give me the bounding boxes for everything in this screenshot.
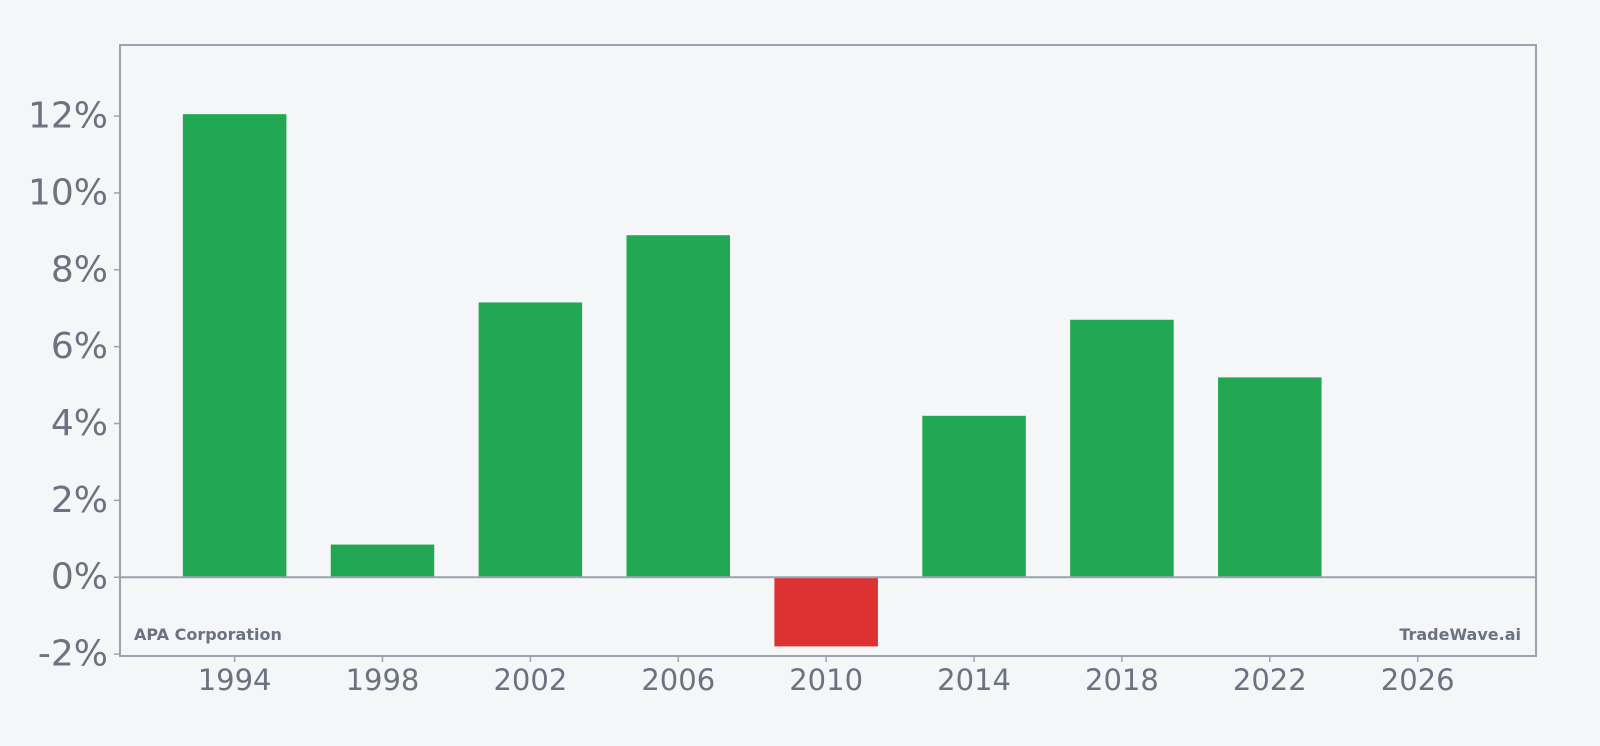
bar-2002 xyxy=(478,302,583,578)
bar-2006 xyxy=(626,235,731,578)
bar-1998 xyxy=(330,544,435,578)
x-tick-label: 2010 xyxy=(789,663,863,697)
bar-1994 xyxy=(182,114,287,578)
x-tick-label: 2018 xyxy=(1085,663,1159,697)
y-tick-label: 8% xyxy=(51,249,108,290)
y-tick-label: 2% xyxy=(51,480,108,521)
x-tick-label: 2006 xyxy=(641,663,715,697)
source-watermark: TradeWave.ai xyxy=(1399,625,1521,644)
x-tick-label: 1998 xyxy=(346,663,420,697)
y-tick-label: 0% xyxy=(51,557,108,598)
x-tick-label: 2022 xyxy=(1233,663,1307,697)
x-tick-label: 2002 xyxy=(493,663,567,697)
y-tick-label: 6% xyxy=(51,326,108,367)
y-tick-label: -2% xyxy=(38,634,108,675)
y-tick-label: 10% xyxy=(28,172,108,213)
plot-frame xyxy=(119,44,1537,657)
bar-2018 xyxy=(1070,319,1174,578)
x-axis: 1994 1998 2002 2006 2010 2014 2018 2022 2026 xyxy=(198,656,1455,697)
y-tick-label: 12% xyxy=(28,96,108,137)
bar-2022 xyxy=(1218,377,1322,578)
company-label: APA Corporation xyxy=(134,625,282,644)
bars-group xyxy=(182,114,1322,647)
y-axis: -2% 0% 2% 4% 6% 8% 10% 12% xyxy=(28,96,120,675)
y-tick-label: 4% xyxy=(51,403,108,444)
bar-2010 xyxy=(774,577,878,647)
bar-2014 xyxy=(922,415,1026,578)
x-tick-label: 2014 xyxy=(937,663,1011,697)
x-tick-label: 2026 xyxy=(1381,663,1455,697)
x-tick-label: 1994 xyxy=(198,663,272,697)
